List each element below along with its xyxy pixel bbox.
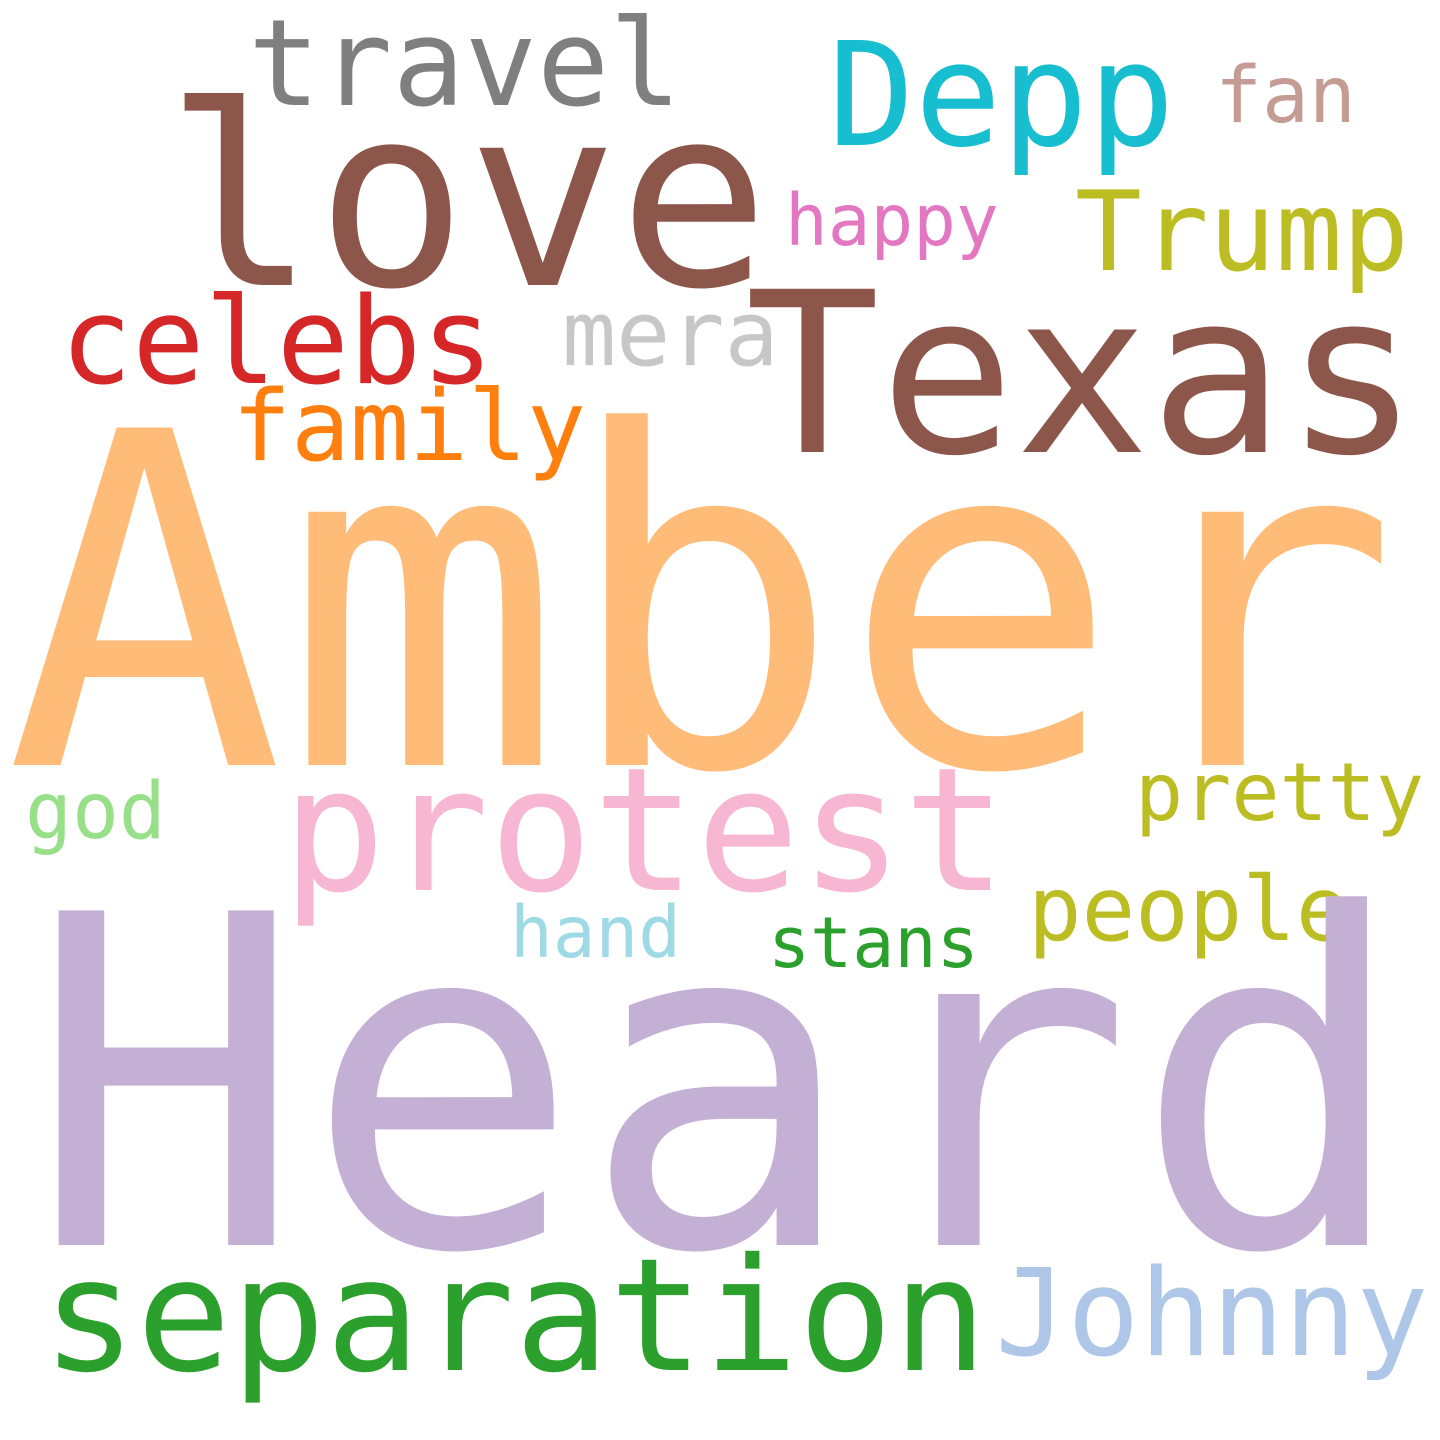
- word: celebs: [60, 273, 493, 412]
- word: Heard: [28, 820, 1410, 1354]
- word: love: [165, 53, 769, 345]
- word: hand: [510, 891, 681, 974]
- word: Trump: [1075, 168, 1409, 297]
- word: happy: [785, 179, 999, 262]
- word: family: [232, 370, 586, 484]
- word: Depp: [828, 11, 1175, 179]
- word: separation: [42, 1225, 987, 1408]
- word: people: [1028, 857, 1350, 961]
- word: fan: [1215, 51, 1356, 141]
- word: pretty: [1135, 746, 1424, 839]
- word: protest: [282, 730, 1007, 931]
- word: Johnny: [995, 1245, 1428, 1384]
- word: Amber: [5, 336, 1399, 875]
- word: travel: [248, 0, 681, 134]
- word: Texas: [745, 244, 1419, 505]
- word: mera: [562, 282, 779, 387]
- word: god: [25, 767, 166, 857]
- word: stans: [768, 902, 979, 984]
